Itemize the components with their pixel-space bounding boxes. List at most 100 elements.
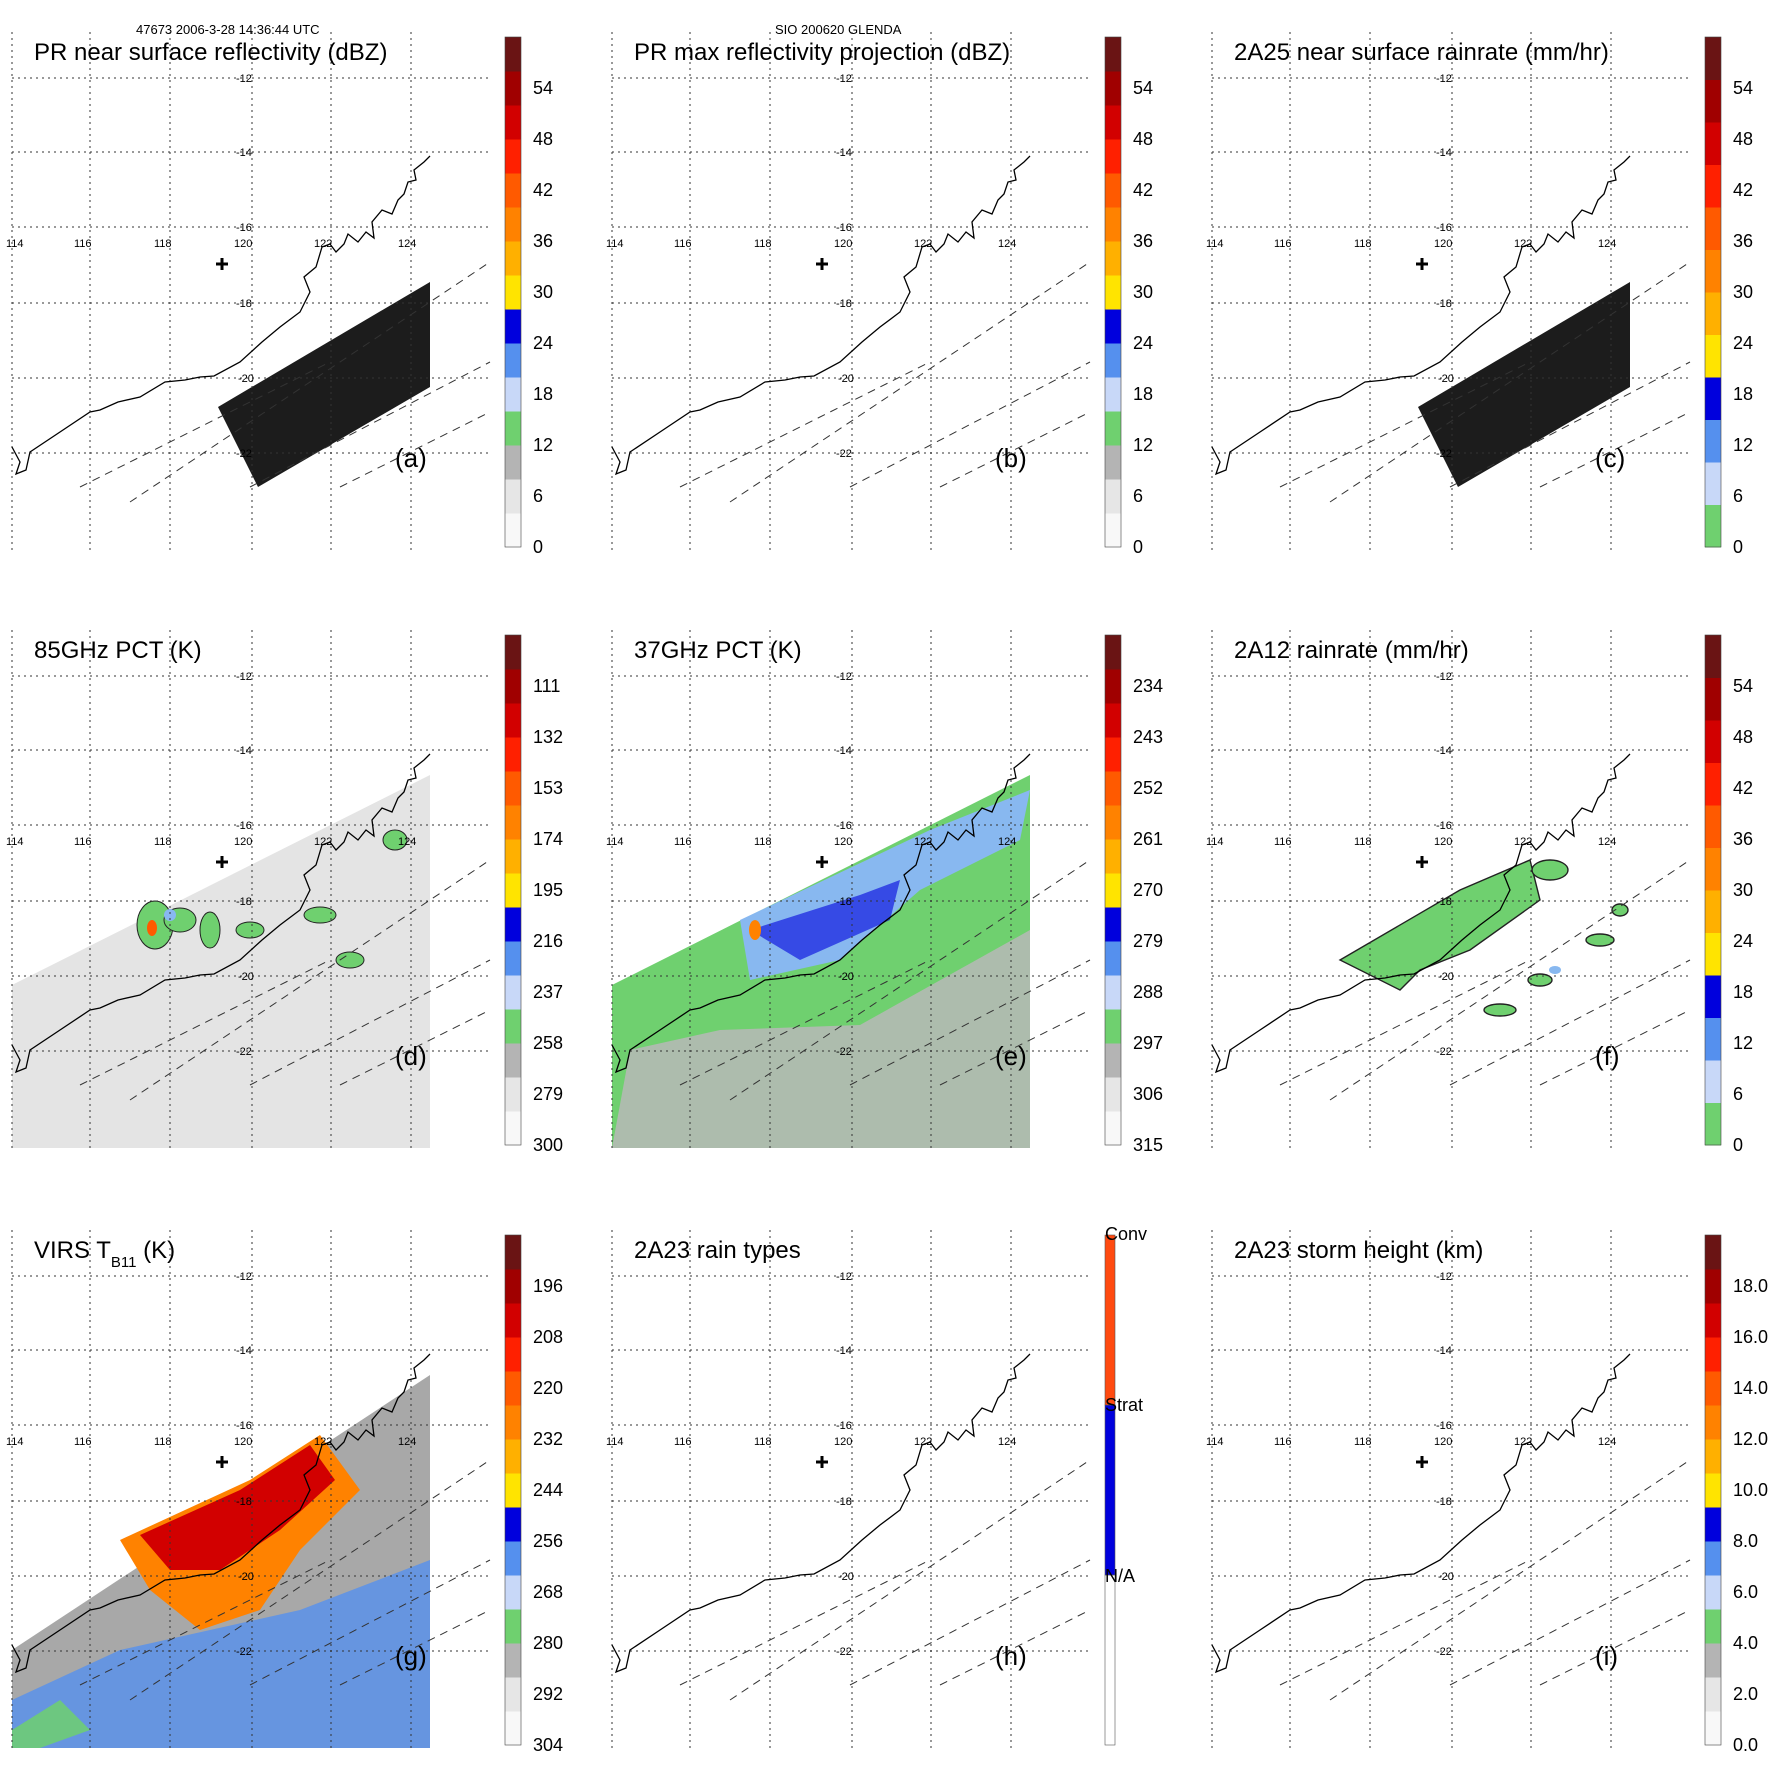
colorbar-label-9: 234 (1133, 676, 1163, 696)
colorbar-label-4: 24 (533, 333, 553, 353)
colorbar-segment-4 (1705, 334, 1721, 378)
lat-label-3: -18 (836, 896, 852, 908)
colorbar-segment-7 (1705, 1473, 1721, 1508)
colorbar-segment-5 (1105, 941, 1121, 976)
colorbar-segment-1 (505, 1677, 521, 1712)
colorbar-segment-8 (505, 839, 521, 874)
colorbar-label-4: 8.0 (1733, 1531, 1758, 1551)
lat-label-2: -16 (1436, 820, 1452, 832)
panel-f: 114 116 118 120 122 124 -12 -14 -16 -18 -20 -22 2A12… (1200, 630, 1771, 1155)
lat-label-5: -22 (836, 448, 852, 460)
colorbar-segment-11 (1705, 1337, 1721, 1372)
colorbar-label-5: 30 (1733, 282, 1753, 302)
colorbar-segment-6 (1705, 847, 1721, 891)
colorbar-segment-10 (1705, 677, 1721, 721)
lon-label-4: 122 (914, 836, 932, 848)
colorbar-segment-9 (505, 805, 521, 840)
colorbar-label-6: 36 (1133, 231, 1153, 251)
pct85-cell-2 (199, 911, 221, 949)
storm-center-icon (216, 258, 228, 270)
colorbar-segment-14 (1105, 37, 1121, 72)
lat-label-5: -22 (1436, 1046, 1452, 1058)
colorbar-label-4: 216 (533, 931, 563, 951)
colorbar-label-5: 30 (1133, 282, 1153, 302)
lat-label-3: -18 (236, 1496, 252, 1508)
swath-edge-3 (1329, 1459, 1691, 1701)
colorbar-label-4: 256 (533, 1531, 563, 1551)
colorbar-label-9: 196 (533, 1276, 563, 1296)
colorbar-segment-6 (1105, 907, 1121, 942)
colorbar-segment-4 (1105, 377, 1121, 412)
panel-title: 2A23 rain types (634, 1237, 801, 1264)
colorbar-frame (1704, 634, 1722, 1146)
swath-edge-0 (679, 1559, 931, 1686)
colorbar-segment-6 (1705, 249, 1721, 293)
lon-label-4: 122 (1514, 1436, 1532, 1448)
rain-2a12-cell-2 (1527, 973, 1553, 987)
lon-label-3: 120 (834, 836, 852, 848)
lon-label-2: 118 (154, 238, 172, 250)
lat-lon-grid (11, 32, 490, 550)
colorbar-label-6: 232 (533, 1429, 563, 1449)
lat-label-4: -20 (238, 971, 254, 983)
swath-edge-0 (679, 959, 931, 1086)
colorbar-segment-6 (1105, 309, 1121, 344)
lat-label-0: -12 (1436, 1271, 1452, 1283)
colorbar-label-4: 279 (1133, 931, 1163, 951)
colorbar-label-0: 0 (533, 537, 543, 557)
colorbar-label-2: 280 (533, 1633, 563, 1653)
swath-edge-3 (729, 1459, 1091, 1701)
panel-title: 37GHz PCT (K) (634, 637, 802, 664)
colorbar-segment-2 (1104, 1234, 1116, 1406)
colorbar-label-3: 18 (1733, 384, 1753, 404)
colorbar-segment-7 (1105, 275, 1121, 310)
colorbar-label-2: 12 (1133, 435, 1153, 455)
lat-lon-grid (611, 1230, 1090, 1748)
lat-label-2: -16 (836, 222, 852, 234)
swath-edge-3 (129, 1459, 491, 1701)
lat-label-4: -20 (1438, 971, 1454, 983)
swath-edge-1 (249, 361, 491, 488)
colorbar-segment-7 (1105, 873, 1121, 908)
colorbar: 0 6 12 18 24 30 36 42 48 54 (1704, 36, 1753, 557)
rain-2a12-main (1338, 859, 1541, 991)
colorbar-segment-1 (1705, 462, 1721, 505)
colorbar-segment-5 (1105, 343, 1121, 378)
lon-label-0: 114 (606, 836, 624, 848)
colorbar-frame (1704, 1234, 1722, 1746)
colorbar-label-1: Strat (1105, 1395, 1143, 1415)
swath-edge-1 (849, 959, 1091, 1086)
colorbar: 304 292 280 268 256 244 232 220 208 196 (504, 1234, 563, 1755)
lon-label-5: 124 (1598, 238, 1616, 250)
storm-center-icon (1416, 856, 1428, 868)
colorbar-segment-2 (1105, 1043, 1121, 1078)
colorbar-label-2: 12 (1733, 1033, 1753, 1053)
lat-label-3: -18 (1436, 298, 1452, 310)
coastline (11, 753, 431, 1074)
lat-lon-grid (1211, 630, 1690, 1148)
virs-green (12, 1700, 90, 1748)
colorbar-label-0: N/A (1105, 1566, 1135, 1586)
panel-label: (b) (995, 443, 1027, 473)
lat-label-5: -22 (1436, 1646, 1452, 1658)
header-orbit-time: 47673 2006-3-28 14:36:44 UTC (136, 22, 320, 37)
colorbar-segment-1 (505, 1077, 521, 1112)
swath-edge-3 (129, 859, 491, 1101)
colorbar-label-9: 18.0 (1733, 1276, 1768, 1296)
header-storm-id: SIO 200620 GLENDA (775, 22, 902, 37)
storm-center-icon (1416, 1456, 1428, 1468)
lon-label-4: 122 (914, 1436, 932, 1448)
colorbar-segment-7 (505, 275, 521, 310)
coastline (611, 155, 1031, 476)
colorbar-segment-9 (505, 1405, 521, 1440)
panel-b: 114 116 118 120 122 124 -12 -14 -16 -18 -20 -22 PR m… (600, 32, 1200, 557)
colorbar-label-7: 252 (1133, 778, 1163, 798)
colorbar-segment-14 (505, 37, 521, 72)
colorbar-segment-10 (1105, 771, 1121, 806)
colorbar-segment-5 (1705, 292, 1721, 335)
swath-edge-1 (849, 361, 1091, 488)
colorbar-segment-4 (1705, 1575, 1721, 1610)
colorbar-segment-7 (505, 873, 521, 908)
colorbar: 0 6 12 18 24 30 36 42 48 54 (504, 36, 553, 557)
lon-label-2: 118 (754, 238, 772, 250)
